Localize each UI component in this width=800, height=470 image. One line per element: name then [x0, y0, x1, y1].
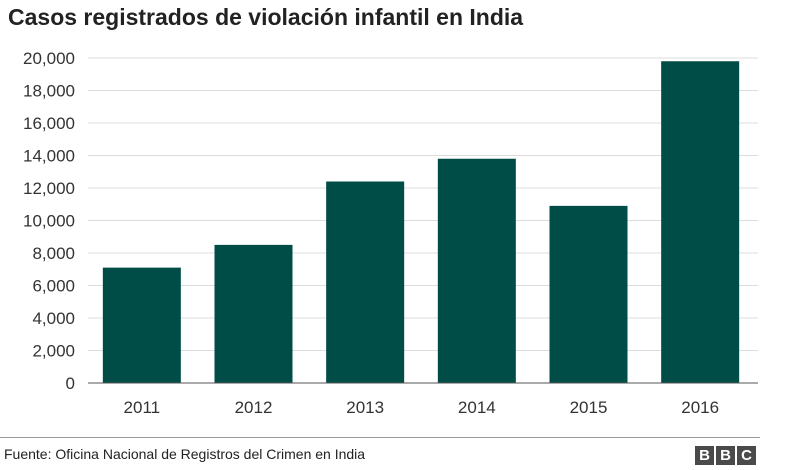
y-tick-label: 20,000 — [23, 49, 75, 68]
bar-2015 — [549, 205, 628, 383]
y-tick-label: 18,000 — [23, 82, 75, 101]
x-tick-label: 2015 — [570, 398, 608, 417]
y-axis-ticks: 0 2,000 4,000 6,000 8,000 10,000 12,000 14,000 1… — [23, 49, 75, 393]
x-tick-label: 2016 — [681, 398, 719, 417]
footer-divider — [0, 437, 760, 438]
y-tick-label: 6,000 — [32, 277, 75, 296]
y-tick-label: 16,000 — [23, 114, 75, 133]
gridlines — [88, 57, 758, 351]
logo-letter: B — [695, 446, 714, 465]
y-tick-label: 10,000 — [23, 212, 75, 231]
x-tick-label: 2013 — [346, 398, 384, 417]
y-tick-label: 12,000 — [23, 179, 75, 198]
y-tick-label: 2,000 — [32, 342, 75, 361]
logo-letter: B — [716, 446, 735, 465]
source-note: Fuente: Oficina Nacional de Registros de… — [4, 446, 366, 462]
bars — [102, 61, 740, 383]
bar-2016 — [661, 61, 740, 383]
y-tick-label: 0 — [66, 374, 75, 393]
bar-2013 — [326, 181, 405, 383]
y-tick-label: 8,000 — [32, 244, 75, 263]
bbc-logo: B B C — [695, 446, 756, 465]
y-tick-label: 4,000 — [32, 309, 75, 328]
x-tick-label: 2014 — [458, 398, 496, 417]
logo-letter: C — [737, 446, 756, 465]
chart-title: Casos registrados de violación infantil … — [8, 4, 524, 30]
x-tick-label: 2012 — [235, 398, 273, 417]
bar-2014 — [437, 158, 516, 383]
bar-2012 — [214, 244, 293, 383]
x-axis-ticks: 2011 2012 2013 2014 2015 2016 — [124, 398, 720, 417]
x-tick-label: 2011 — [124, 398, 161, 417]
bar-2011 — [102, 267, 181, 383]
y-tick-label: 14,000 — [23, 147, 75, 166]
